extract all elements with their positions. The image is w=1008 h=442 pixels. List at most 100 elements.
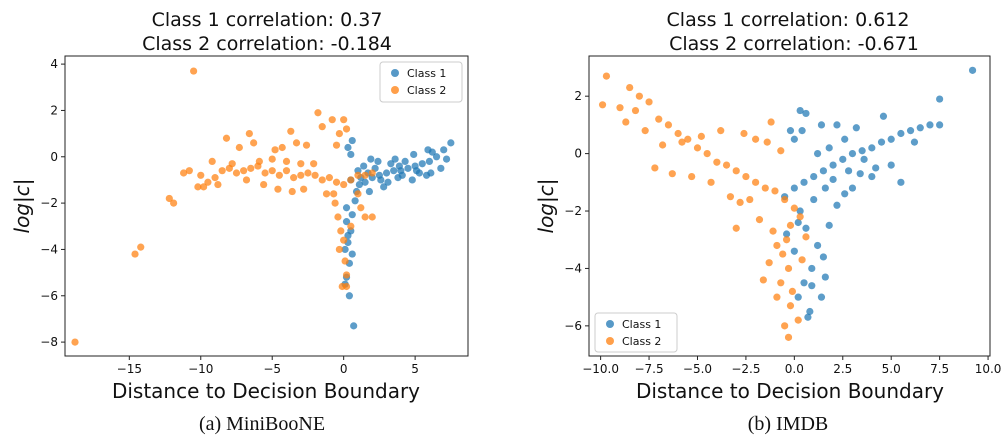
scatter-point-class-2 — [330, 190, 338, 198]
scatter-point-class-2 — [337, 227, 345, 235]
scatter-point-class-2 — [335, 130, 343, 138]
scatter-point-class-1 — [839, 155, 847, 163]
scatter-point-class-2 — [622, 118, 630, 126]
scatter-point-class-2 — [707, 178, 715, 186]
scatter-point-class-2 — [260, 180, 268, 189]
scatter-point-class-2 — [218, 167, 226, 175]
scatter-point-class-2 — [268, 155, 276, 163]
scatter-point-class-1 — [437, 164, 445, 172]
scatter-point-class-2 — [668, 170, 676, 178]
scatter-point-class-1 — [844, 167, 853, 175]
scatter-point-class-1 — [360, 162, 368, 170]
scatter-point-class-2 — [247, 164, 255, 172]
y-tick-label: 0 — [50, 150, 58, 164]
legend-marker-class-2 — [606, 337, 614, 345]
scatter-point-class-2 — [310, 160, 318, 168]
scatter-point-class-2 — [740, 129, 748, 138]
x-tick-label: −15 — [117, 362, 142, 376]
y-tick-label: −4 — [40, 242, 58, 256]
scatter-point-class-1 — [910, 138, 919, 146]
legend: Class 1 Class 2 — [379, 61, 463, 103]
chart-title-line-1: Class 1 correlation: 0.37 — [152, 9, 383, 31]
scatter-point-class-1 — [432, 153, 441, 161]
scatter-point-class-2 — [340, 236, 348, 244]
scatter-point-class-2 — [170, 199, 178, 207]
scatter-point-class-2 — [278, 143, 286, 152]
figure-caption-a: (a) MiniBooNE — [199, 413, 325, 435]
scatter-point-class-2 — [318, 123, 326, 131]
x-tick-label: −10 — [188, 362, 213, 376]
scatter-point-class-2 — [784, 333, 793, 341]
scatter-point-class-2 — [328, 116, 336, 124]
scatter-point-class-1 — [968, 66, 977, 74]
scatter-point-class-2 — [626, 83, 634, 92]
scatter-point-class-1 — [825, 144, 833, 152]
scatter-point-class-1 — [365, 187, 373, 196]
scatter-point-class-2 — [788, 287, 797, 296]
scatter-point-class-2 — [341, 257, 349, 265]
legend-marker-class-2 — [391, 86, 399, 94]
scatter-point-class-2 — [782, 236, 791, 244]
y-tick-label: 0 — [574, 147, 582, 161]
scatter-point-class-1 — [425, 157, 434, 166]
scatter-point-class-1 — [790, 247, 798, 255]
scatter-point-class-2 — [742, 172, 750, 181]
scatter-point-class-2 — [732, 224, 740, 232]
scatter-point-class-2 — [282, 157, 291, 166]
scatter-point-class-2 — [761, 184, 769, 192]
x-axis-label: Distance to Decision Boundary — [112, 379, 420, 403]
scatter-point-class-1 — [344, 143, 352, 152]
scatter-point-class-1 — [355, 180, 363, 189]
scatter-point-class-1 — [347, 150, 355, 159]
scatter-point-class-2 — [214, 180, 222, 189]
scatter-point-class-2 — [773, 293, 781, 301]
scatter-point-class-1 — [404, 164, 412, 172]
figure-caption-b: (b) IMDB — [748, 413, 829, 435]
scatter-point-class-1 — [384, 178, 392, 186]
x-tick-label: −2.5 — [731, 362, 760, 376]
scatter-point-class-1 — [879, 112, 888, 120]
scatter-point-class-2 — [261, 169, 269, 177]
scatter-point-class-1 — [782, 230, 791, 238]
scatter-point-class-2 — [767, 118, 775, 126]
chart-title-line-2: Class 2 correlation: -0.671 — [669, 33, 919, 55]
scatter-point-class-2 — [340, 116, 348, 124]
scatter-point-class-1 — [800, 279, 808, 287]
scatter-point-class-1 — [348, 136, 356, 145]
scatter-point-class-2 — [773, 241, 781, 250]
legend-marker-class-1 — [391, 69, 399, 77]
scatter-point-class-2 — [318, 176, 326, 184]
scatter-point-class-2 — [245, 130, 253, 138]
scatter-point-class-2 — [641, 127, 649, 135]
scatter-point-class-2 — [340, 180, 348, 189]
scatter-point-class-1 — [786, 127, 795, 135]
scatter-point-class-1 — [887, 161, 895, 169]
y-ticks: −6 −4 −2 0 2 — [564, 89, 589, 333]
scatter-point-class-2 — [332, 141, 341, 149]
scatter-point-class-1 — [418, 160, 426, 168]
scatter-point-class-1 — [868, 172, 876, 181]
scatter-point-class-2 — [287, 127, 295, 135]
y-tick-label: 4 — [50, 57, 58, 71]
scatter-point-class-2 — [347, 222, 355, 230]
scatter-point-class-2 — [197, 171, 205, 179]
scatter-point-class-2 — [255, 157, 263, 166]
x-tick-label: −7.5 — [634, 362, 663, 376]
scatter-point-class-1 — [813, 150, 822, 158]
scatter-point-class-2 — [208, 157, 216, 166]
scatter-point-class-2 — [786, 221, 795, 229]
scatter-point-class-1 — [833, 201, 841, 209]
scatter-point-class-1 — [800, 178, 808, 186]
scatter-point-class-1 — [342, 204, 351, 212]
legend-box — [379, 61, 463, 103]
scatter-point-class-2 — [703, 150, 711, 158]
scatter-point-class-1 — [790, 184, 798, 192]
scatter-point-class-2 — [726, 193, 735, 201]
scatter-point-class-2 — [781, 322, 789, 330]
plot-frame — [588, 55, 991, 357]
scatter-point-class-1 — [350, 322, 358, 330]
x-tick-label: 5 — [411, 362, 419, 376]
scatter-point-class-1 — [798, 127, 806, 135]
x-tick-label: −10.0 — [582, 362, 619, 376]
scatter-point-class-1 — [390, 167, 398, 175]
